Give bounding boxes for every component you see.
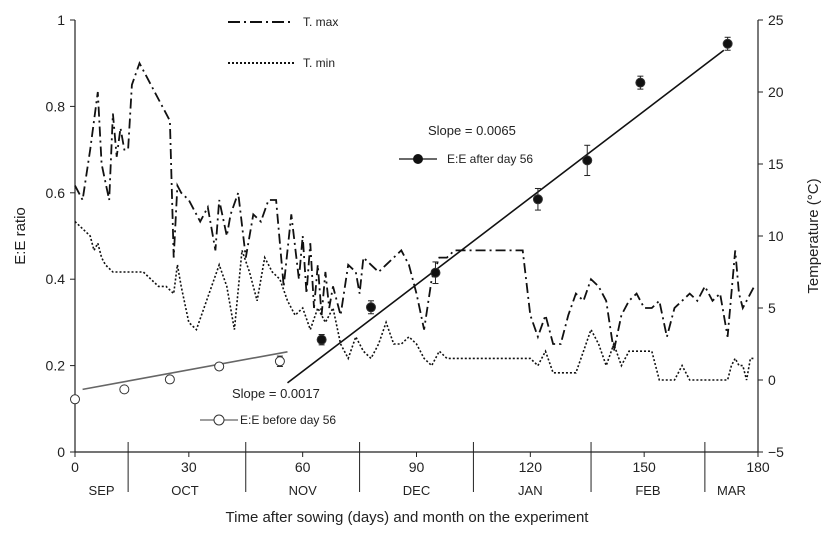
y-left-tick-label: 0: [57, 444, 65, 460]
month-label: OCT: [171, 483, 199, 498]
x-tick-label: 180: [746, 459, 770, 475]
ee-before-point: [70, 394, 80, 405]
axis-ticks: 0 30 60 90 120 150 180 0 0.2 0.4 0.6 0.8 1 −5 0 5 10 15 20…: [46, 12, 785, 475]
ee-after-point: [635, 77, 646, 88]
month-label: JAN: [518, 483, 543, 498]
plot-frame: [74, 20, 759, 453]
fit-lines: [82, 49, 725, 391]
x-tick-label: 150: [632, 459, 656, 475]
month-labels: SEP OCT NOV DEC JAN FEB MAR: [89, 442, 746, 498]
legend-ee-before-marker: [213, 414, 225, 426]
ee-after-point: [532, 194, 543, 205]
ee-after-point: [365, 302, 376, 313]
x-tick-label: 60: [295, 459, 311, 475]
y-right-tick-label: −5: [768, 444, 784, 460]
legend-ee-after: E:E after day 56: [399, 152, 533, 166]
y-left-tick-label: 1: [57, 12, 65, 28]
y-right-tick-label: 5: [768, 300, 776, 316]
legend-ee-before-label: E:E before day 56: [240, 413, 336, 427]
tmax-series-line: [74, 60, 755, 352]
legend-ee-after-label: E:E after day 56: [447, 152, 533, 166]
y-right-tick-label: 25: [768, 12, 784, 28]
y-left-tick-label: 0.6: [46, 185, 66, 201]
legend-tmin: T. min: [228, 56, 335, 70]
ee-after-point: [430, 267, 441, 278]
y-right-axis-title: Temperature (°C): [805, 178, 822, 293]
month-label: NOV: [289, 483, 318, 498]
ee-before-point: [274, 356, 285, 367]
ee-before-point: [164, 374, 175, 385]
x-axis-title: Time after sowing (days) and month on th…: [226, 509, 590, 526]
y-right-tick-label: 20: [768, 84, 784, 100]
ee-before-point: [119, 384, 130, 395]
y-right-tick-label: 15: [768, 156, 784, 172]
month-label: SEP: [89, 483, 115, 498]
x-tick-label: 30: [181, 459, 197, 475]
month-label: DEC: [403, 483, 430, 498]
slope-after-label: Slope = 0.0065: [428, 123, 516, 138]
ee-after-point: [316, 334, 327, 345]
fit-line-before: [82, 350, 288, 391]
y-right-tick-label: 0: [768, 372, 776, 388]
tmin-series-line: [74, 221, 755, 381]
month-label: FEB: [635, 483, 660, 498]
legend-tmax: T. max: [228, 15, 338, 29]
ee-after-point: [722, 38, 733, 49]
x-tick-label: 0: [71, 459, 79, 475]
ee-before-point: [214, 361, 225, 372]
y-left-tick-label: 0.8: [46, 98, 66, 114]
y-left-axis-title: E:E ratio: [12, 207, 29, 265]
data-points: [70, 36, 733, 405]
x-tick-label: 120: [519, 459, 543, 475]
fit-line-after: [287, 49, 725, 384]
y-right-tick-label: 10: [768, 228, 784, 244]
y-left-tick-label: 0.4: [46, 271, 66, 287]
slope-before-label: Slope = 0.0017: [232, 386, 320, 401]
ee-after-point: [582, 155, 593, 166]
x-tick-label: 90: [409, 459, 425, 475]
legend-tmax-label: T. max: [303, 15, 338, 29]
y-left-tick-label: 0.2: [46, 358, 66, 374]
month-label: MAR: [717, 483, 746, 498]
legend-ee-before: E:E before day 56: [200, 413, 336, 427]
legend-tmin-label: T. min: [303, 56, 335, 70]
legend-ee-after-marker: [413, 154, 423, 164]
temperature-lines: [74, 60, 755, 381]
